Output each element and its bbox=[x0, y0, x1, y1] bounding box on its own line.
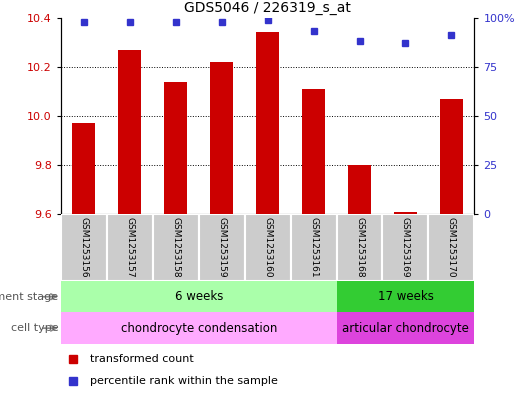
Bar bbox=[61, 281, 337, 312]
Bar bbox=[61, 312, 337, 344]
Text: GSM1253159: GSM1253159 bbox=[217, 217, 226, 278]
Bar bbox=[290, 214, 337, 281]
Bar bbox=[348, 165, 371, 214]
Bar bbox=[245, 214, 290, 281]
Bar bbox=[337, 312, 474, 344]
Text: GSM1253168: GSM1253168 bbox=[355, 217, 364, 278]
Bar bbox=[118, 50, 142, 214]
Text: GSM1253157: GSM1253157 bbox=[126, 217, 134, 278]
Text: 6 weeks: 6 weeks bbox=[174, 290, 223, 303]
Text: transformed count: transformed count bbox=[90, 354, 193, 364]
Bar bbox=[440, 99, 463, 214]
Bar bbox=[199, 214, 245, 281]
Title: GDS5046 / 226319_s_at: GDS5046 / 226319_s_at bbox=[184, 1, 351, 15]
Text: GSM1253161: GSM1253161 bbox=[309, 217, 318, 278]
Bar bbox=[153, 214, 199, 281]
Bar bbox=[428, 214, 474, 281]
Bar bbox=[107, 214, 153, 281]
Text: GSM1253158: GSM1253158 bbox=[171, 217, 180, 278]
Bar bbox=[61, 214, 107, 281]
Text: cell type: cell type bbox=[11, 323, 58, 333]
Text: chondrocyte condensation: chondrocyte condensation bbox=[120, 321, 277, 335]
Bar bbox=[394, 212, 417, 214]
Bar bbox=[302, 89, 325, 214]
Bar bbox=[383, 214, 428, 281]
Bar bbox=[337, 214, 383, 281]
Text: GSM1253170: GSM1253170 bbox=[447, 217, 456, 278]
Bar bbox=[337, 281, 474, 312]
Text: GSM1253160: GSM1253160 bbox=[263, 217, 272, 278]
Text: GSM1253156: GSM1253156 bbox=[80, 217, 89, 278]
Bar bbox=[210, 62, 233, 214]
Text: GSM1253169: GSM1253169 bbox=[401, 217, 410, 278]
Bar bbox=[256, 33, 279, 214]
Text: 17 weeks: 17 weeks bbox=[377, 290, 434, 303]
Text: percentile rank within the sample: percentile rank within the sample bbox=[90, 376, 278, 386]
Bar bbox=[164, 81, 187, 214]
Bar bbox=[73, 123, 95, 214]
Text: development stage: development stage bbox=[0, 292, 58, 302]
Text: articular chondrocyte: articular chondrocyte bbox=[342, 321, 469, 335]
